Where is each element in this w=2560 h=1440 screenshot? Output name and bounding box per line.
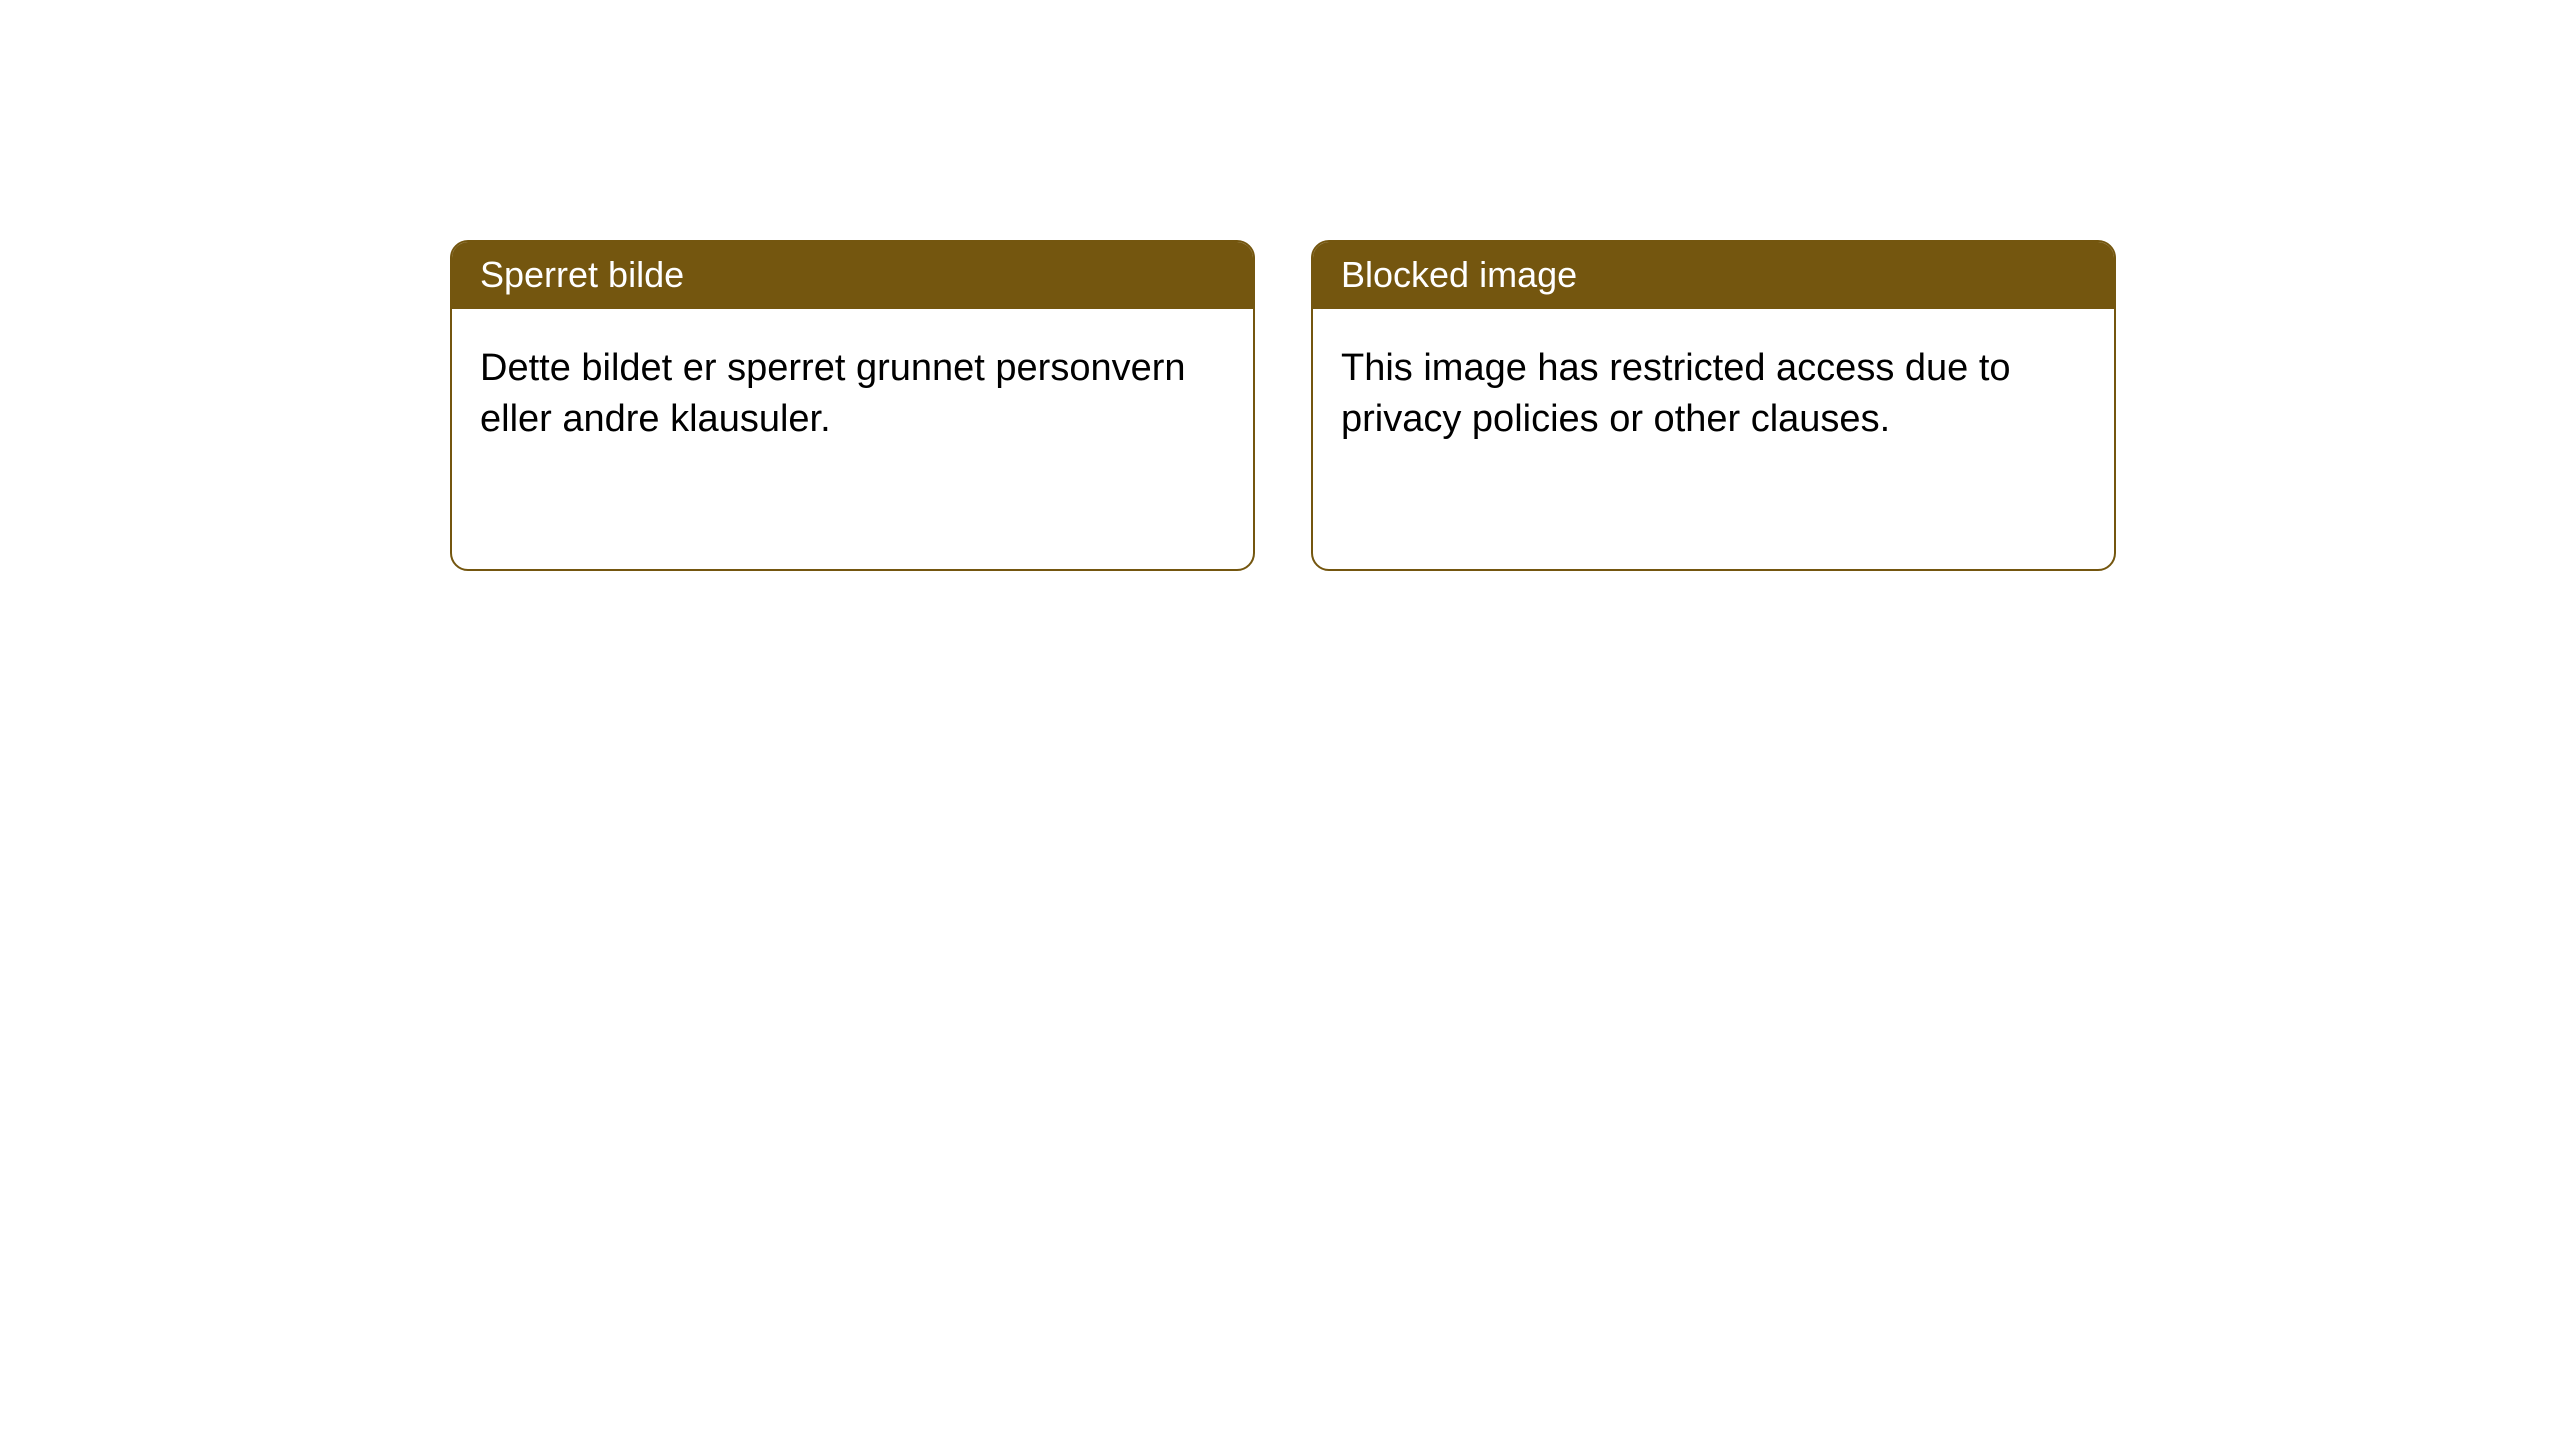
card-header: Sperret bilde xyxy=(452,242,1253,309)
card-title: Blocked image xyxy=(1341,254,1577,295)
card-body-text: This image has restricted access due to … xyxy=(1341,347,2011,440)
card-body: Dette bildet er sperret grunnet personve… xyxy=(452,309,1253,569)
card-body-text: Dette bildet er sperret grunnet personve… xyxy=(480,347,1186,440)
card-title: Sperret bilde xyxy=(480,254,684,295)
notice-card-norwegian: Sperret bilde Dette bildet er sperret gr… xyxy=(450,240,1255,571)
card-header: Blocked image xyxy=(1313,242,2114,309)
card-body: This image has restricted access due to … xyxy=(1313,309,2114,569)
notice-container: Sperret bilde Dette bildet er sperret gr… xyxy=(0,0,2560,571)
notice-card-english: Blocked image This image has restricted … xyxy=(1311,240,2116,571)
